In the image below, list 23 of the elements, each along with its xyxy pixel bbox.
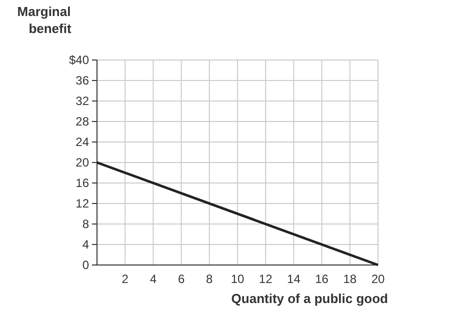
x-tick-label: 20: [371, 272, 385, 286]
y-tick-label: 12: [76, 196, 90, 211]
y-axis-title: Marginal benefit: [17, 4, 72, 36]
x-tick-label: 12: [258, 272, 273, 286]
y-tick-label: 24: [76, 135, 90, 150]
y-tick-label: 28: [76, 114, 90, 129]
x-tick-label: 4: [150, 272, 157, 286]
y-tick-label: 36: [76, 74, 90, 88]
y-tick-label: 8: [82, 217, 90, 232]
x-tick-label: 6: [178, 272, 185, 286]
y-tick-label: 32: [76, 94, 90, 108]
y-tick-label: 0: [82, 258, 90, 272]
x-tick-label: 16: [315, 272, 329, 286]
y-tick-label: $40: [68, 53, 90, 68]
x-tick-label: 14: [287, 272, 301, 286]
x-tick-label: 2: [122, 272, 129, 286]
x-axis-title: Quantity of a public good: [231, 291, 388, 306]
y-tick-label: 16: [76, 176, 90, 190]
x-tick-label: 8: [206, 272, 214, 286]
y-tick-label: 4: [82, 238, 90, 252]
x-tick-label: 18: [343, 272, 357, 286]
x-tick-label: 10: [230, 272, 244, 286]
y-tick-label: 20: [76, 156, 90, 170]
